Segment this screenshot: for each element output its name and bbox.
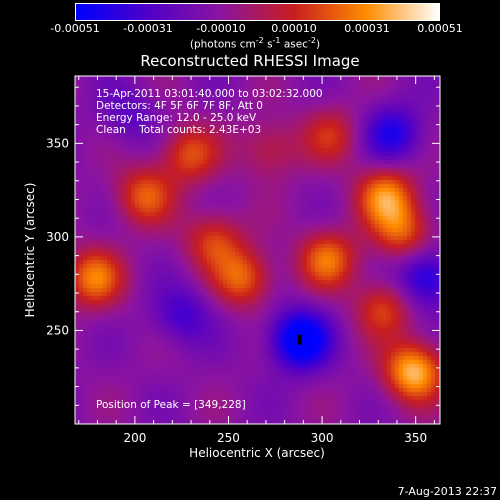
y-tick-label: 300 bbox=[46, 230, 69, 244]
footer-timestamp: 7-Aug-2013 22:37 bbox=[397, 485, 497, 498]
info-total-counts: Clean Total counts: 2.43E+03 bbox=[96, 124, 262, 136]
colorbar-tick: 0.00031 bbox=[344, 22, 390, 35]
colorbar-tick: -0.00051 bbox=[50, 22, 100, 35]
x-tick-label: 350 bbox=[404, 431, 427, 445]
colorbar-tick: -0.00031 bbox=[123, 22, 173, 35]
chart-title: Reconstructed RHESSI Image bbox=[140, 52, 360, 70]
colorbar-unit: (photons cm-2 s-1 asec-2) bbox=[189, 36, 321, 51]
y-tick-label: 250 bbox=[46, 323, 69, 337]
y-tick-label: 350 bbox=[46, 136, 69, 150]
x-tick-label: 200 bbox=[123, 431, 146, 445]
info-peak-position: Position of Peak = [349,228] bbox=[96, 399, 246, 411]
x-tick-label: 250 bbox=[217, 431, 240, 445]
info-detectors: Detectors: 4F 5F 6F 7F 8F, Att 0 bbox=[96, 100, 263, 112]
info-energy-range: Energy Range: 12.0 - 25.0 keV bbox=[96, 112, 257, 124]
colorbar-tick: -0.00010 bbox=[196, 22, 246, 35]
colorbar-tick: 0.00051 bbox=[417, 22, 463, 35]
colorbar-tick: 0.00010 bbox=[271, 22, 317, 35]
y-axis-label: Heliocentric Y (arcsec) bbox=[23, 182, 37, 318]
x-axis-label: Heliocentric X (arcsec) bbox=[189, 446, 325, 460]
colorbar bbox=[75, 3, 440, 21]
info-time-range: 15-Apr-2011 03:01:40.000 to 03:02:32.000 bbox=[96, 88, 323, 100]
x-tick-label: 300 bbox=[311, 431, 334, 445]
